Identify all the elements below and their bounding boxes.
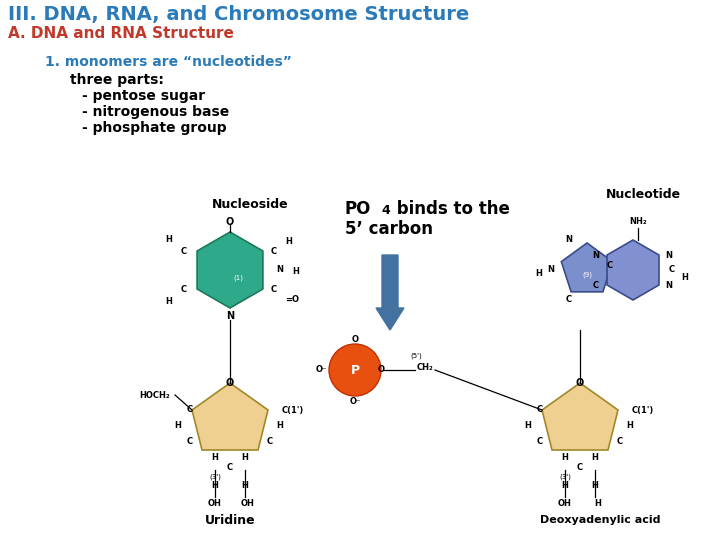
Text: C: C: [577, 462, 583, 471]
Text: (5'): (5'): [410, 353, 422, 359]
Text: C: C: [617, 437, 623, 447]
Text: H: H: [592, 481, 598, 489]
Text: H: H: [285, 237, 292, 246]
Text: C: C: [187, 437, 193, 447]
Text: H: H: [292, 267, 299, 276]
Text: H: H: [174, 421, 181, 429]
Text: OH: OH: [558, 498, 572, 508]
Text: (3'): (3'): [559, 474, 571, 480]
Text: 5’ carbon: 5’ carbon: [345, 220, 433, 238]
Text: C(1'): C(1'): [282, 406, 305, 415]
Text: binds to the: binds to the: [391, 200, 510, 218]
Text: H: H: [626, 421, 634, 429]
Text: C: C: [537, 406, 543, 415]
Text: H: H: [525, 421, 531, 429]
Text: H: H: [681, 273, 688, 282]
Text: C: C: [593, 280, 599, 289]
Text: Nucleoside: Nucleoside: [212, 198, 288, 211]
Polygon shape: [192, 383, 268, 450]
Text: H: H: [592, 453, 598, 462]
Text: =O: =O: [285, 294, 299, 303]
Polygon shape: [607, 240, 659, 300]
Text: H: H: [242, 453, 248, 462]
Text: C: C: [181, 246, 187, 255]
Text: H: H: [595, 498, 601, 508]
Text: OH: OH: [208, 498, 222, 508]
Text: N: N: [665, 251, 672, 260]
Text: O: O: [576, 378, 584, 388]
Text: NH₂: NH₂: [629, 218, 647, 226]
Text: Uridine: Uridine: [204, 514, 256, 526]
Text: H: H: [276, 421, 284, 429]
Text: CH₂: CH₂: [417, 363, 433, 373]
Text: C(1'): C(1'): [632, 406, 654, 415]
Text: O: O: [351, 335, 359, 345]
Text: C: C: [267, 437, 273, 447]
Text: N: N: [226, 311, 234, 321]
Text: - pentose sugar: - pentose sugar: [82, 89, 205, 103]
Text: N: N: [547, 266, 554, 274]
Text: (3'): (3'): [209, 474, 221, 480]
Text: C: C: [271, 285, 277, 294]
Polygon shape: [197, 232, 263, 308]
Text: O: O: [378, 366, 385, 375]
Text: (1): (1): [233, 275, 243, 281]
Text: three parts:: three parts:: [70, 73, 164, 87]
Text: - nitrogenous base: - nitrogenous base: [82, 105, 229, 119]
Text: (9): (9): [582, 272, 592, 278]
Text: P: P: [351, 363, 359, 376]
Text: PO: PO: [345, 200, 372, 218]
Text: C: C: [227, 462, 233, 471]
Text: - phosphate group: - phosphate group: [82, 121, 227, 135]
Text: C: C: [607, 260, 613, 269]
Text: O: O: [226, 217, 234, 227]
Text: H: H: [562, 481, 568, 489]
Text: C: C: [187, 406, 193, 415]
Text: III. DNA, RNA, and Chromosome Structure: III. DNA, RNA, and Chromosome Structure: [8, 5, 469, 24]
Text: H: H: [166, 234, 173, 244]
Text: C: C: [181, 285, 187, 294]
Ellipse shape: [329, 344, 381, 396]
Polygon shape: [542, 383, 618, 450]
Text: H: H: [212, 481, 218, 489]
Polygon shape: [562, 243, 613, 292]
Text: H: H: [562, 453, 568, 462]
Text: O⁻: O⁻: [315, 366, 327, 375]
Text: 1. monomers are “nucleotides”: 1. monomers are “nucleotides”: [45, 55, 292, 69]
Text: Nucleotide: Nucleotide: [606, 188, 680, 201]
Text: N: N: [276, 266, 283, 274]
Text: C: C: [271, 246, 277, 255]
Text: C: C: [669, 266, 675, 274]
Text: 4: 4: [381, 204, 390, 217]
Text: C: C: [566, 295, 572, 305]
Text: C: C: [537, 437, 543, 447]
Text: A. DNA and RNA Structure: A. DNA and RNA Structure: [8, 26, 234, 41]
Text: H: H: [166, 296, 173, 306]
Text: N: N: [665, 280, 672, 289]
FancyArrow shape: [376, 255, 404, 330]
Text: H: H: [242, 481, 248, 489]
Text: N: N: [565, 235, 572, 245]
Text: H: H: [212, 453, 218, 462]
Text: HOCH₂: HOCH₂: [140, 390, 171, 400]
Text: H: H: [535, 268, 542, 278]
Text: O: O: [226, 378, 234, 388]
Text: Deoxyadenylic acid: Deoxyadenylic acid: [540, 515, 660, 525]
Text: N: N: [592, 251, 599, 260]
Text: O⁻: O⁻: [349, 397, 361, 407]
Text: OH: OH: [241, 498, 255, 508]
